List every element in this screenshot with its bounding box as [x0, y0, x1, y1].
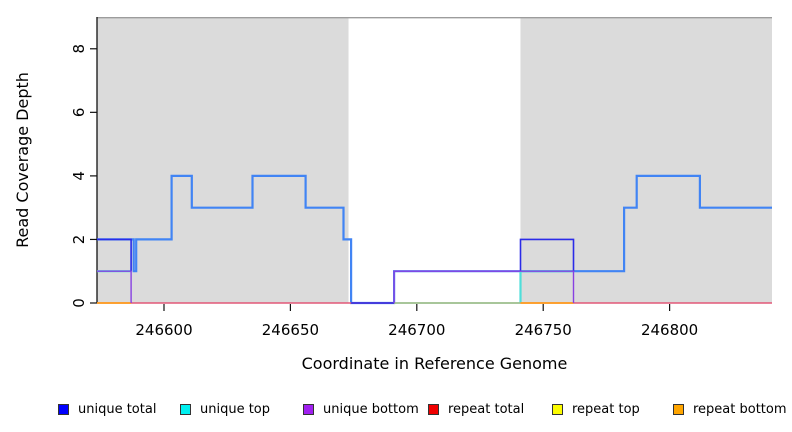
x-tick-label: 246800 — [641, 321, 698, 339]
legend-item-unique-top: unique top — [180, 400, 270, 418]
legend-swatch-unique-bottom — [303, 403, 314, 415]
y-tick-label: 8 — [70, 44, 88, 54]
legend: unique total unique top unique bottom repea… — [0, 400, 792, 420]
legend-swatch-unique-total — [58, 403, 69, 415]
y-tick-label: 6 — [70, 108, 88, 118]
repeat-region-right — [520, 18, 772, 303]
legend-item-repeat-bottom: repeat bottom — [673, 400, 787, 418]
legend-swatch-repeat-total — [428, 403, 439, 415]
series-unique-bottom — [97, 270, 575, 303]
legend-label-repeat-top: repeat top — [572, 401, 640, 417]
legend-label-unique-bottom: unique bottom — [323, 401, 419, 417]
y-tick-label: 4 — [70, 171, 88, 181]
legend-swatch-unique-top — [180, 403, 191, 415]
series-total-coverage — [97, 174, 772, 305]
x-tick-label: 246750 — [515, 321, 572, 339]
x-tick-label: 246650 — [262, 321, 319, 339]
legend-label-unique-top: unique top — [200, 401, 271, 417]
x-axis-title: Coordinate in Reference Genome — [302, 354, 568, 373]
legend-swatch-repeat-bottom — [673, 403, 684, 415]
legend-item-repeat-total: repeat total — [428, 400, 524, 418]
repeat-region-left — [97, 18, 349, 303]
y-tick-label: 2 — [70, 235, 88, 245]
legend-label-repeat-total: repeat total — [448, 401, 525, 417]
series-unique-total — [97, 238, 575, 304]
y-axis-title: Read Coverage Depth — [13, 72, 32, 248]
legend-item-unique-total: unique total — [58, 400, 156, 418]
legend-item-unique-bottom: unique bottom — [303, 400, 419, 418]
legend-label-unique-total: unique total — [78, 401, 157, 417]
x-axis: 246600 246650 246700 246750 246800 Coordinate… — [135, 304, 698, 373]
y-tick-label: 0 — [70, 298, 88, 308]
legend-swatch-repeat-top — [552, 403, 563, 415]
y-axis: 0 2 4 6 8 Read Coverage Depth — [13, 17, 98, 308]
legend-item-repeat-top: repeat top — [552, 400, 640, 418]
x-tick-label: 246700 — [388, 321, 445, 339]
x-tick-label: 246600 — [135, 321, 192, 339]
legend-label-repeat-bottom: repeat bottom — [693, 401, 787, 417]
